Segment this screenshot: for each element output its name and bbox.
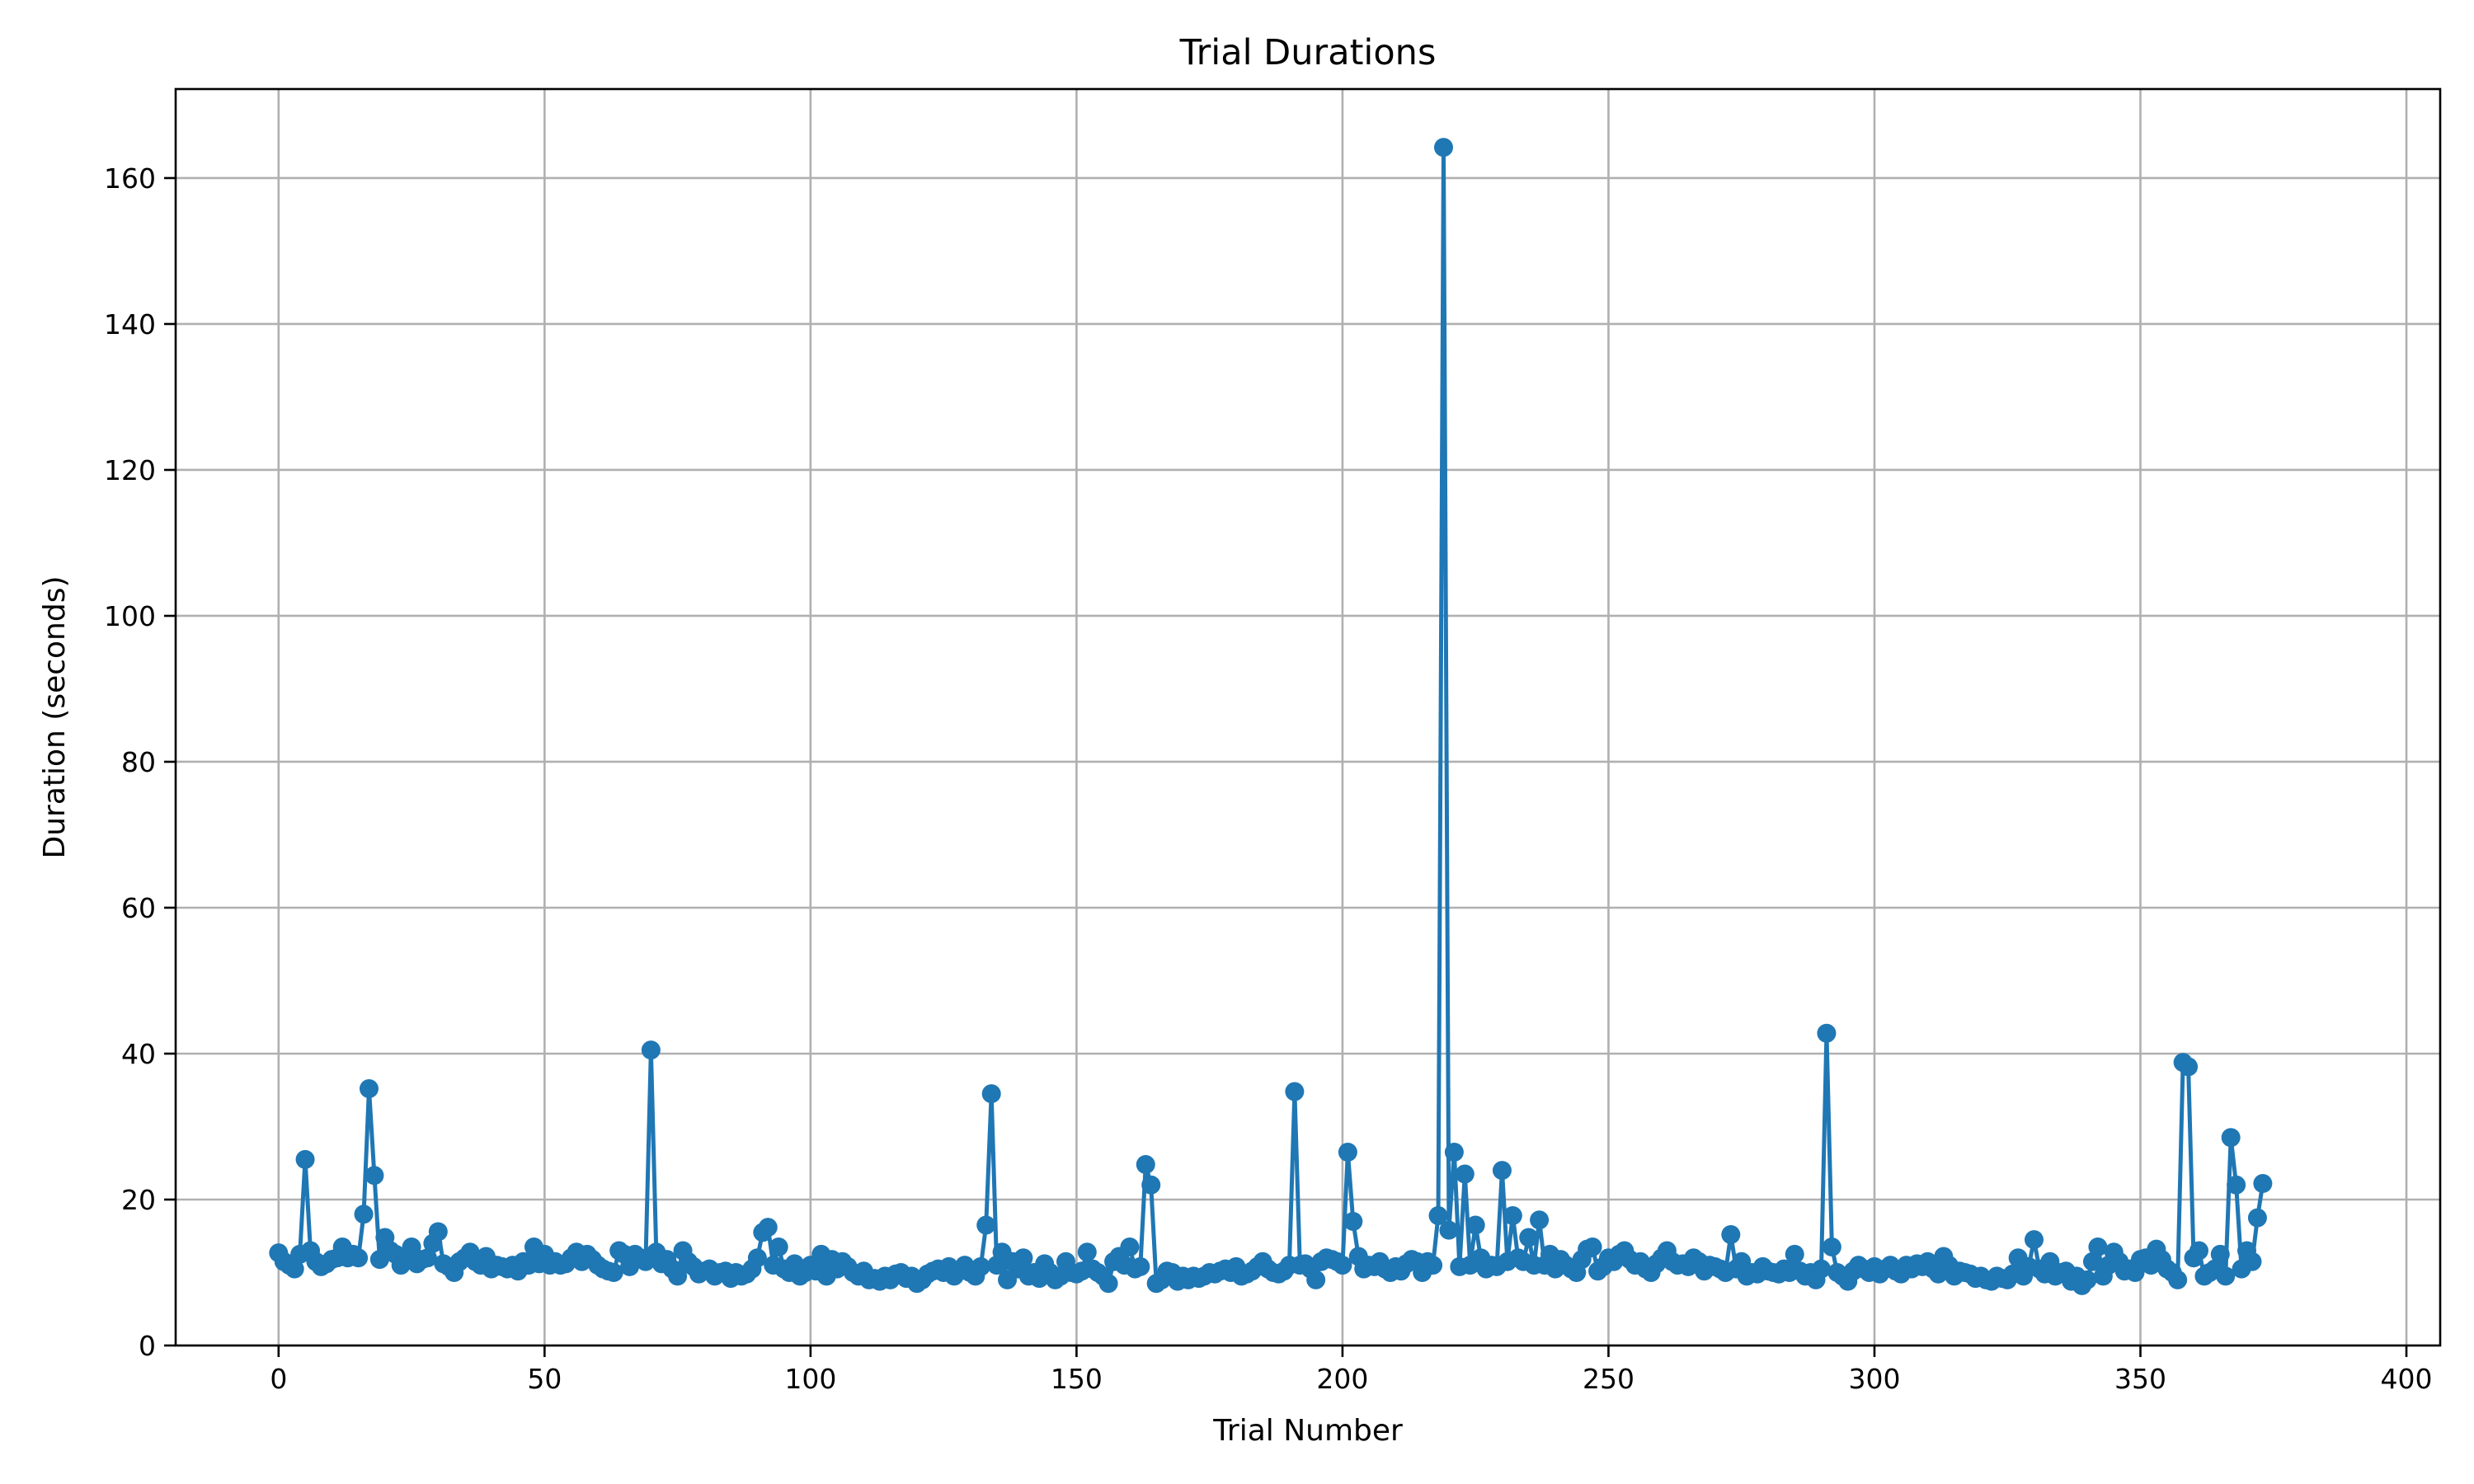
data-point bbox=[2179, 1057, 2199, 1077]
data-point bbox=[2216, 1266, 2236, 1286]
data-point bbox=[604, 1263, 623, 1282]
data-point bbox=[1444, 1142, 1464, 1162]
y-tick-label: 100 bbox=[104, 600, 156, 632]
data-point bbox=[1077, 1242, 1097, 1262]
data-point bbox=[1428, 1205, 1448, 1225]
data-point bbox=[2210, 1244, 2230, 1264]
data-point bbox=[1817, 1023, 1837, 1043]
x-tick-label: 150 bbox=[1051, 1363, 1103, 1395]
data-point bbox=[349, 1248, 369, 1268]
x-tick-label: 400 bbox=[2381, 1363, 2433, 1395]
data-point bbox=[2088, 1237, 2108, 1257]
y-tick-label: 140 bbox=[104, 308, 156, 340]
data-point bbox=[402, 1237, 421, 1257]
data-point bbox=[1822, 1237, 1841, 1257]
data-point bbox=[1333, 1256, 1352, 1275]
y-tick-label: 160 bbox=[104, 162, 156, 195]
data-point bbox=[428, 1222, 448, 1242]
data-point bbox=[1338, 1142, 1357, 1162]
y-tick-label: 60 bbox=[121, 892, 156, 924]
data-point bbox=[365, 1166, 384, 1186]
data-point bbox=[1519, 1228, 1539, 1247]
x-tick-label: 250 bbox=[1583, 1363, 1634, 1395]
chart-title: Trial Durations bbox=[1179, 32, 1437, 73]
data-point bbox=[747, 1248, 767, 1268]
data-point bbox=[1503, 1205, 1522, 1225]
data-point bbox=[971, 1256, 990, 1276]
data-point bbox=[1439, 1220, 1459, 1240]
data-point bbox=[1141, 1175, 1161, 1195]
data-point bbox=[2242, 1252, 2262, 1271]
x-tick-label: 50 bbox=[527, 1363, 562, 1395]
data-point bbox=[1492, 1161, 1512, 1181]
y-tick-label: 20 bbox=[121, 1184, 156, 1216]
x-tick-label: 100 bbox=[784, 1363, 836, 1395]
data-point bbox=[2168, 1270, 2188, 1289]
y-tick-label: 120 bbox=[104, 454, 156, 486]
x-axis-label: Trial Number bbox=[1212, 1414, 1403, 1448]
x-tick-label: 300 bbox=[1848, 1363, 1900, 1395]
data-point bbox=[295, 1149, 315, 1169]
data-point bbox=[976, 1215, 996, 1235]
data-point bbox=[758, 1218, 778, 1237]
data-point bbox=[2077, 1270, 2097, 1289]
data-point bbox=[2221, 1128, 2241, 1148]
data-point bbox=[417, 1248, 437, 1268]
data-point bbox=[1120, 1237, 1140, 1257]
data-point bbox=[1423, 1256, 1443, 1275]
data-point bbox=[1465, 1215, 1485, 1235]
plot-frame bbox=[174, 87, 2442, 1347]
data-point bbox=[981, 1084, 1001, 1104]
data-point bbox=[1098, 1274, 1118, 1294]
data-point bbox=[2189, 1241, 2208, 1261]
data-point bbox=[1131, 1256, 1150, 1276]
data-point bbox=[769, 1237, 788, 1257]
data-point bbox=[1343, 1212, 1363, 1232]
data-point bbox=[1136, 1155, 1155, 1175]
x-tick-label: 350 bbox=[2114, 1363, 2166, 1395]
data-point bbox=[285, 1259, 304, 1279]
data-point bbox=[1811, 1259, 1831, 1279]
data-point bbox=[359, 1078, 379, 1098]
y-tick-label: 0 bbox=[139, 1330, 156, 1362]
x-tick-label: 0 bbox=[270, 1363, 287, 1395]
data-point bbox=[641, 1040, 661, 1060]
data-point bbox=[1014, 1248, 1033, 1268]
data-point bbox=[354, 1205, 374, 1224]
data-point bbox=[2247, 1208, 2267, 1228]
data-point bbox=[2025, 1230, 2044, 1250]
data-point bbox=[1285, 1082, 1305, 1101]
data-point bbox=[2227, 1175, 2246, 1195]
y-axis-label: Duration (seconds) bbox=[38, 575, 72, 858]
data-point bbox=[2082, 1252, 2102, 1271]
data-point bbox=[1455, 1164, 1475, 1184]
data-point bbox=[1583, 1237, 1602, 1257]
data-point bbox=[1306, 1270, 1326, 1289]
data-point bbox=[1433, 138, 1453, 157]
series-layer bbox=[269, 138, 2273, 1295]
ticks-layer: 0 50 100 150 200 250 300 350 400 0 20 40 60 80 100 120 1… bbox=[104, 162, 2433, 1395]
data-point bbox=[1785, 1244, 1804, 1264]
y-tick-label: 40 bbox=[121, 1038, 156, 1070]
y-tick-label: 80 bbox=[121, 746, 156, 778]
data-point bbox=[2253, 1174, 2273, 1194]
data-point bbox=[1721, 1224, 1741, 1244]
data-point bbox=[668, 1266, 688, 1286]
x-tick-label: 200 bbox=[1316, 1363, 1368, 1395]
data-point bbox=[1530, 1210, 1550, 1230]
